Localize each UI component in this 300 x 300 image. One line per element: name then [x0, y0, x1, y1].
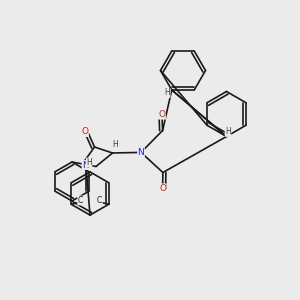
Text: O: O: [159, 184, 166, 193]
Text: C: C: [97, 196, 102, 205]
Text: N: N: [138, 148, 144, 157]
Text: C: C: [78, 196, 83, 205]
Text: N: N: [82, 160, 89, 169]
Text: O: O: [81, 128, 88, 136]
Text: O: O: [158, 110, 166, 119]
Text: H: H: [225, 128, 231, 136]
Text: H: H: [164, 88, 170, 98]
Text: H: H: [86, 158, 92, 167]
Text: H: H: [112, 140, 118, 149]
